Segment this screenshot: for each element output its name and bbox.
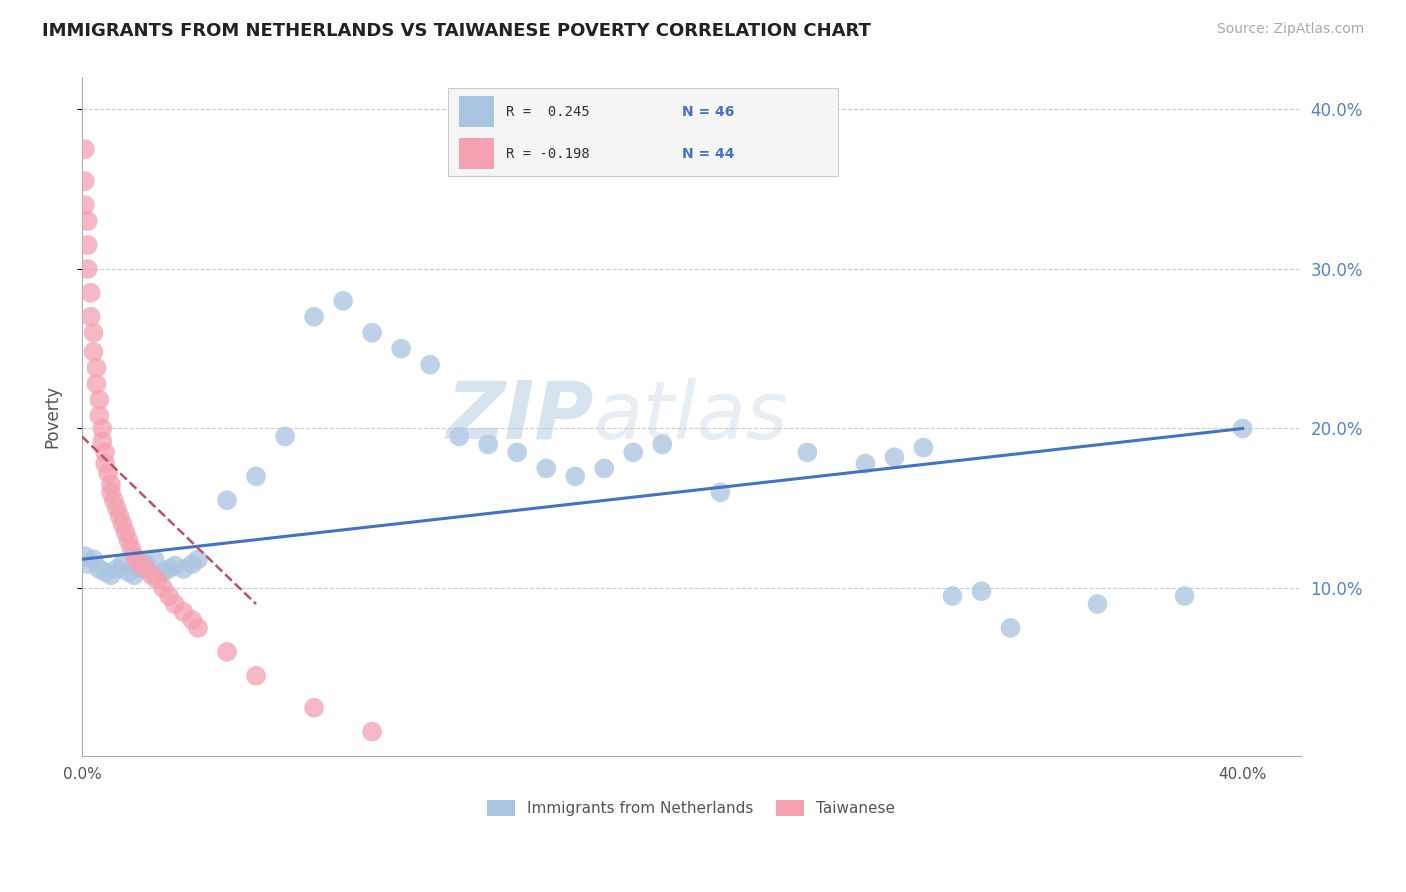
Point [215, 645, 238, 659]
Point [173, 605, 195, 619]
Point [173, 562, 195, 576]
Text: IMMIGRANTS FROM NETHERLANDS VS TAIWANESE POVERTY CORRELATION CHART: IMMIGRANTS FROM NETHERLANDS VS TAIWANESE… [42, 22, 872, 40]
Point [651, 437, 673, 451]
Point [1174, 589, 1197, 603]
Point [122, 549, 145, 563]
Point [1087, 597, 1109, 611]
Legend: Immigrants from Netherlands, Taiwanese: Immigrants from Netherlands, Taiwanese [481, 794, 901, 822]
Point [76, 261, 98, 276]
Point [796, 445, 818, 459]
Point [103, 493, 125, 508]
Text: ZIP: ZIP [447, 377, 593, 456]
Point [163, 558, 186, 573]
Point [97, 466, 120, 480]
Point [94, 565, 117, 579]
Point [621, 445, 644, 459]
Point [593, 461, 616, 475]
Point [76, 214, 98, 228]
Point [83, 552, 105, 566]
Point [91, 421, 114, 435]
Point [105, 501, 128, 516]
Point [76, 238, 98, 252]
Point [117, 565, 139, 579]
Point [94, 457, 117, 471]
Point [86, 376, 108, 391]
Point [506, 445, 529, 459]
Point [361, 326, 384, 340]
Point [79, 310, 101, 324]
Point [163, 597, 186, 611]
Point [187, 552, 209, 566]
Point [941, 589, 963, 603]
Point [100, 568, 122, 582]
Point [122, 568, 145, 582]
Point [883, 450, 905, 465]
Point [111, 557, 134, 571]
Point [89, 392, 111, 407]
Point [100, 477, 122, 491]
Point [419, 358, 441, 372]
Point [141, 568, 163, 582]
Point [187, 621, 209, 635]
Point [111, 517, 134, 532]
Point [449, 429, 471, 443]
Point [855, 457, 877, 471]
Point [361, 724, 384, 739]
Point [215, 493, 238, 508]
Point [89, 562, 111, 576]
Point [114, 525, 136, 540]
Point [157, 589, 180, 603]
Point [181, 613, 204, 627]
Point [79, 285, 101, 300]
Point [534, 461, 557, 475]
Point [302, 700, 325, 714]
Point [332, 293, 354, 308]
Point [91, 434, 114, 449]
Point [135, 562, 157, 576]
Point [1000, 621, 1022, 635]
Y-axis label: Poverty: Poverty [44, 385, 60, 448]
Point [100, 485, 122, 500]
Point [89, 409, 111, 423]
Point [73, 174, 96, 188]
Point [146, 573, 169, 587]
Point [86, 360, 108, 375]
Point [564, 469, 586, 483]
Point [912, 441, 935, 455]
Point [152, 581, 174, 595]
Point [1232, 421, 1254, 435]
Text: Source: ZipAtlas.com: Source: ZipAtlas.com [1216, 22, 1364, 37]
Point [120, 541, 142, 556]
Point [73, 198, 96, 212]
Point [129, 562, 152, 576]
Point [245, 669, 267, 683]
Point [73, 142, 96, 156]
Point [152, 565, 174, 579]
Point [157, 562, 180, 576]
Point [94, 445, 117, 459]
Point [129, 557, 152, 571]
Point [302, 310, 325, 324]
Point [105, 562, 128, 576]
Point [143, 552, 166, 566]
Point [135, 557, 157, 571]
Point [181, 557, 204, 571]
Point [709, 485, 731, 500]
Point [117, 533, 139, 548]
Point [83, 326, 105, 340]
Point [245, 469, 267, 483]
Text: atlas: atlas [593, 377, 789, 456]
Point [76, 557, 98, 571]
Point [970, 584, 993, 599]
Point [73, 549, 96, 563]
Point [477, 437, 499, 451]
Point [389, 342, 412, 356]
Point [127, 552, 149, 566]
Point [274, 429, 297, 443]
Point [83, 344, 105, 359]
Point [108, 509, 131, 524]
